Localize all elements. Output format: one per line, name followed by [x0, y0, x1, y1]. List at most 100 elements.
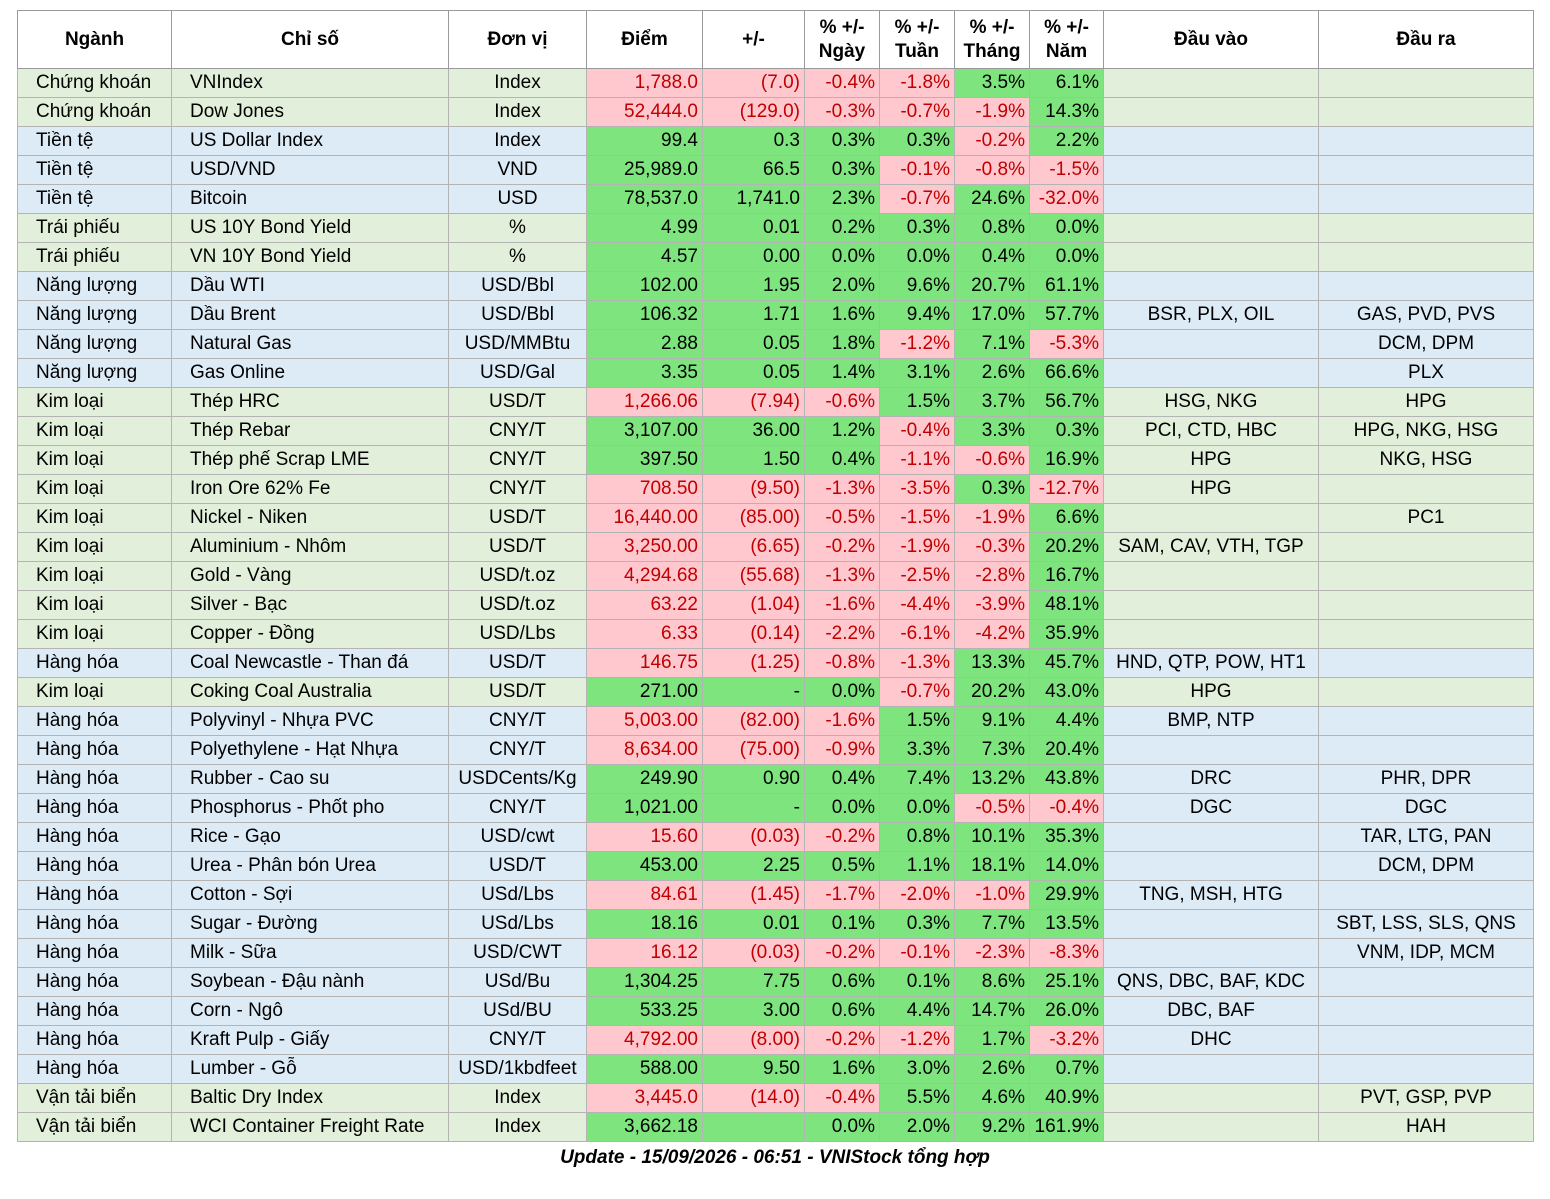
cell: 1.5%	[879, 387, 955, 417]
cell: TAR, LTG, PAN	[1318, 822, 1534, 852]
cell	[1103, 329, 1319, 359]
data-row: Vận tải biển WCI Container Freight Rate In…	[17, 1112, 1534, 1142]
cell: Kim loại	[17, 561, 172, 591]
cell: Hàng hóa	[17, 996, 172, 1026]
cell: 3,250.00	[586, 532, 703, 562]
cell: 6.33	[586, 619, 703, 649]
data-row: Kim loại Copper - Đồng USD/Lbs 6.33 (0.14) -2…	[17, 619, 1534, 649]
cell: 0.0%	[879, 242, 955, 272]
cell	[1103, 619, 1319, 649]
cell: HPG	[1103, 445, 1319, 475]
cell: 9.4%	[879, 300, 955, 330]
cell: 16.7%	[1029, 561, 1104, 591]
cell: (7.94)	[702, 387, 805, 417]
cell: DHC	[1103, 1025, 1319, 1055]
cell: (85.00)	[702, 503, 805, 533]
header-cell: Chỉ số	[171, 10, 449, 69]
cell: Baltic Dry Index	[171, 1083, 449, 1113]
cell: 10.1%	[954, 822, 1030, 852]
cell: Lumber - Gỗ	[171, 1054, 449, 1084]
cell: -0.4%	[879, 416, 955, 446]
cell: 0.8%	[954, 213, 1030, 243]
cell: 52,444.0	[586, 97, 703, 127]
cell: Trái phiếu	[17, 213, 172, 243]
cell: (7.0)	[702, 68, 805, 98]
cell: -1.5%	[1029, 155, 1104, 185]
cell: PVT, GSP, PVP	[1318, 1083, 1534, 1113]
cell: Index	[448, 97, 587, 127]
cell: -1.3%	[804, 561, 880, 591]
cell: 17.0%	[954, 300, 1030, 330]
cell	[1318, 735, 1534, 765]
cell: 4,294.68	[586, 561, 703, 591]
cell: Kraft Pulp - Giấy	[171, 1025, 449, 1055]
cell: Rubber - Cao su	[171, 764, 449, 794]
header-cell: Đầu ra	[1318, 10, 1534, 69]
cell: PLX	[1318, 358, 1534, 388]
cell: Kim loại	[17, 619, 172, 649]
data-row: Kim loại Coking Coal Australia USD/T 271.00…	[17, 677, 1534, 707]
data-row: Hàng hóa Polyethylene - Hạt Nhựa CNY/T 8,63…	[17, 735, 1534, 765]
cell: Vận tải biển	[17, 1112, 172, 1142]
data-row: Chứng khoán Dow Jones Index 52,444.0 (129.0)…	[17, 97, 1534, 127]
cell: 6.1%	[1029, 68, 1104, 98]
data-row: Chứng khoán VNIndex Index 1,788.0 (7.0) -0.4%…	[17, 68, 1534, 98]
cell: DCM, DPM	[1318, 851, 1534, 881]
cell: (14.0)	[702, 1083, 805, 1113]
cell: 0.7%	[1029, 1054, 1104, 1084]
cell: TNG, MSH, HTG	[1103, 880, 1319, 910]
cell: SAM, CAV, VTH, TGP	[1103, 532, 1319, 562]
cell: Hàng hóa	[17, 735, 172, 765]
data-row: Kim loại Aluminium - Nhôm USD/T 3,250.00 (6.…	[17, 532, 1534, 562]
cell: USd/Lbs	[448, 909, 587, 939]
cell: 0.1%	[879, 967, 955, 997]
cell	[1103, 1054, 1319, 1084]
cell: -3.2%	[1029, 1025, 1104, 1055]
cell	[1103, 213, 1319, 243]
cell: BSR, PLX, OIL	[1103, 300, 1319, 330]
cell: -4.2%	[954, 619, 1030, 649]
cell: 20.2%	[954, 677, 1030, 707]
cell: 20.2%	[1029, 532, 1104, 562]
cell: (0.03)	[702, 938, 805, 968]
cell: CNY/T	[448, 706, 587, 736]
header-cell: % +/- Tháng	[954, 10, 1030, 69]
data-row: Kim loại Gold - Vàng USD/t.oz 4,294.68 (55.6…	[17, 561, 1534, 591]
cell: 106.32	[586, 300, 703, 330]
data-row: Hàng hóa Urea - Phân bón Urea USD/T 453.00 2…	[17, 851, 1534, 881]
cell: 1.50	[702, 445, 805, 475]
cell: 4.57	[586, 242, 703, 272]
cell	[1318, 1025, 1534, 1055]
cell: 2.88	[586, 329, 703, 359]
cell: -0.1%	[879, 938, 955, 968]
cell: HPG	[1318, 387, 1534, 417]
cell: -2.3%	[954, 938, 1030, 968]
cell: Rice - Gạo	[171, 822, 449, 852]
cell: 1.5%	[879, 706, 955, 736]
cell	[1318, 155, 1534, 185]
cell: (1.45)	[702, 880, 805, 910]
cell: 26.0%	[1029, 996, 1104, 1026]
cell: USD/T	[448, 503, 587, 533]
cell: Thép phế Scrap LME	[171, 445, 449, 475]
cell: 20.4%	[1029, 735, 1104, 765]
cell: 9.1%	[954, 706, 1030, 736]
cell: 0.0%	[804, 1112, 880, 1142]
cell	[1318, 590, 1534, 620]
cell: PHR, DPR	[1318, 764, 1534, 794]
cell: 397.50	[586, 445, 703, 475]
cell: 78,537.0	[586, 184, 703, 214]
cell: 2.6%	[954, 1054, 1030, 1084]
cell: 57.7%	[1029, 300, 1104, 330]
cell: Nickel - Niken	[171, 503, 449, 533]
cell: US Dollar Index	[171, 126, 449, 156]
data-row: Hàng hóa Cotton - Sợi USd/Lbs 84.61 (1.45) -1…	[17, 880, 1534, 910]
cell: Index	[448, 126, 587, 156]
cell: 13.2%	[954, 764, 1030, 794]
cell	[1103, 1112, 1319, 1142]
data-row: Kim loại Nickel - Niken USD/T 16,440.00 (85.…	[17, 503, 1534, 533]
cell: Kim loại	[17, 474, 172, 504]
cell: -0.8%	[804, 648, 880, 678]
cell	[1318, 706, 1534, 736]
cell: Hàng hóa	[17, 793, 172, 823]
